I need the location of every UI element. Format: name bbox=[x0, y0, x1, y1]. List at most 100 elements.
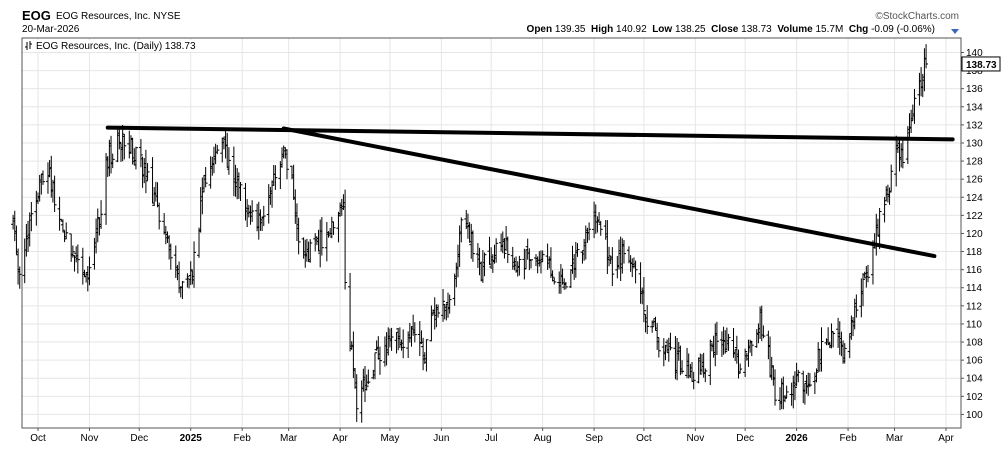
exchange-label: NYSE bbox=[153, 11, 181, 22]
ticker-symbol: EOG bbox=[22, 8, 51, 23]
ohlc-bar bbox=[517, 255, 522, 276]
ohlc-bar bbox=[909, 109, 914, 134]
ohlc-bar bbox=[796, 369, 801, 383]
ohlc-bar bbox=[180, 280, 185, 300]
ohlc-bar bbox=[550, 270, 555, 282]
volume-label: Volume bbox=[777, 24, 813, 35]
ohlc-bar bbox=[284, 149, 289, 180]
ohlc-bar bbox=[447, 294, 452, 314]
ohlc-bar bbox=[40, 170, 45, 185]
ohlc-bar bbox=[714, 321, 719, 356]
ohlc-bar bbox=[52, 175, 57, 213]
series-legend-label: EOG Resources, Inc. (Daily) 138.73 bbox=[36, 41, 196, 52]
legend-bg bbox=[24, 40, 224, 52]
ohlc-bar bbox=[792, 371, 797, 401]
ohlc-bar bbox=[482, 252, 487, 277]
ohlc-bar bbox=[807, 373, 812, 388]
ohlc-bar bbox=[372, 352, 377, 380]
ohlc-bar bbox=[75, 244, 80, 274]
ohlc-bar bbox=[441, 289, 446, 322]
change-value: -0.09 (-0.06%) bbox=[871, 24, 935, 35]
ohlc-bar bbox=[273, 165, 278, 190]
ohlc-bar bbox=[861, 272, 866, 307]
ohlc-bar bbox=[854, 294, 859, 318]
ohlc-bar bbox=[842, 343, 847, 364]
ohlc-bar bbox=[87, 256, 92, 286]
ohlc-bar bbox=[343, 189, 348, 290]
high-label: High bbox=[591, 24, 614, 35]
x-tick-label: Oct bbox=[30, 433, 46, 444]
y-tick-label: 102 bbox=[966, 392, 983, 403]
x-tick-label: Mar bbox=[886, 433, 904, 444]
open-label: Open bbox=[526, 24, 553, 35]
ohlc-summary: Open 139.35 High 140.92 Low 138.25 Close… bbox=[527, 24, 935, 35]
company-name-text: EOG Resources, Inc. bbox=[56, 11, 151, 22]
ohlc-bar bbox=[366, 369, 371, 385]
ohlc-bar bbox=[749, 340, 754, 357]
ohlc-bar bbox=[633, 260, 638, 284]
ohlc-legend-icon bbox=[25, 41, 32, 50]
ohlc-bar bbox=[459, 217, 464, 243]
ohlc-bar bbox=[308, 239, 313, 263]
ohlc-bar bbox=[645, 305, 650, 335]
x-tick-label: Apr bbox=[938, 433, 954, 444]
ohlc-bar bbox=[17, 266, 22, 289]
ohlc-bar bbox=[494, 238, 499, 263]
y-tick-label: 112 bbox=[966, 301, 982, 312]
ohlc-bar bbox=[203, 166, 208, 188]
ohlc-bar bbox=[157, 202, 162, 230]
ohlc-bar bbox=[610, 247, 615, 287]
ohlc-bar bbox=[436, 304, 441, 318]
y-tick-label: 134 bbox=[966, 102, 983, 113]
last-value-bg bbox=[961, 56, 1001, 72]
ohlc-bar bbox=[708, 339, 713, 386]
y-tick-label: 120 bbox=[966, 229, 983, 240]
ohlc-bar bbox=[226, 147, 231, 175]
ohlc-bar bbox=[761, 325, 766, 339]
ohlc-bar bbox=[819, 327, 824, 372]
ohlc-bar bbox=[887, 187, 892, 205]
y-tick-label: 140 bbox=[966, 48, 983, 59]
ohlc-bar bbox=[877, 208, 882, 250]
ohlc-bar bbox=[424, 339, 429, 372]
x-tick-label: Feb bbox=[234, 433, 252, 444]
ohlc-bar bbox=[138, 138, 143, 168]
x-tick-label: Dec bbox=[736, 433, 754, 444]
company-name: EOG Resources, Inc. NYSE bbox=[56, 11, 181, 22]
ohlc-bar bbox=[215, 144, 220, 155]
y-tick-label: 126 bbox=[966, 175, 983, 186]
ohlc-bar bbox=[831, 330, 836, 348]
y-tick-label: 104 bbox=[966, 374, 983, 385]
ohlc-bar bbox=[726, 333, 731, 351]
ohlc-bar bbox=[784, 385, 789, 399]
x-tick-label: 2026 bbox=[785, 433, 808, 444]
ohlc-bar bbox=[529, 259, 534, 269]
ohlc-bar bbox=[296, 217, 301, 255]
ohlc-bar bbox=[168, 243, 173, 270]
trendline-2 bbox=[281, 126, 937, 259]
ohlc-bar bbox=[912, 88, 917, 124]
ohlc-bar bbox=[598, 220, 603, 236]
ohlc-bar bbox=[540, 250, 545, 263]
x-tick-label: Dec bbox=[130, 433, 148, 444]
ohlc-bar bbox=[145, 162, 150, 181]
ohlc-bar bbox=[326, 231, 331, 238]
ohlc-bar bbox=[319, 217, 324, 256]
change-label: Chg bbox=[848, 24, 869, 35]
ohlc-bar bbox=[429, 305, 434, 342]
y-tick-label: 118 bbox=[966, 247, 982, 258]
ohlc-bar bbox=[238, 181, 243, 201]
ohlc-bar bbox=[192, 241, 197, 288]
ohlc-bar bbox=[889, 164, 894, 192]
chevron-down-icon[interactable] bbox=[951, 29, 959, 34]
ohlc-bar bbox=[668, 332, 673, 351]
ohlc-bar bbox=[743, 348, 748, 377]
ohlc-bar bbox=[143, 149, 148, 194]
ohlc-bar bbox=[29, 202, 34, 232]
y-tick-label: 122 bbox=[966, 211, 983, 222]
ohlc-bar bbox=[552, 277, 557, 285]
y-tick-label: 108 bbox=[966, 338, 983, 349]
ohlc-bar bbox=[261, 205, 266, 227]
x-tick-label: 2025 bbox=[180, 433, 203, 444]
